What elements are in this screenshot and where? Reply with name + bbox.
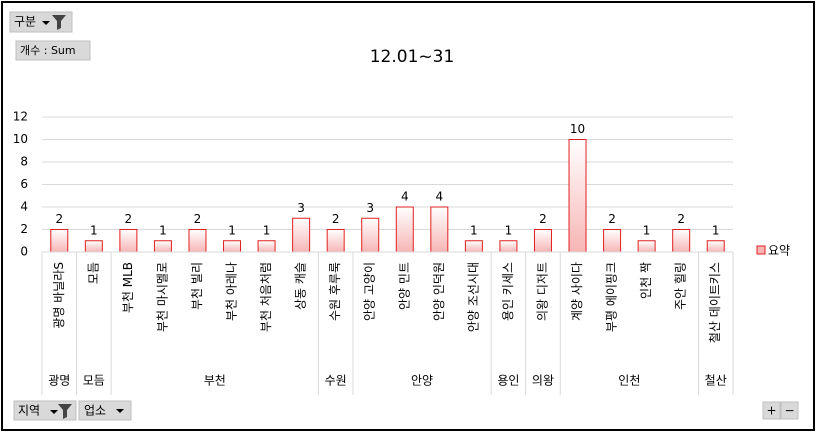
button-label: 업소 xyxy=(84,404,106,418)
x-tick-label: 안양 조선시대 xyxy=(466,262,480,332)
data-label: 1 xyxy=(505,223,513,237)
x-tick-label: 주안 힐링 xyxy=(674,262,688,310)
bar xyxy=(292,217,311,253)
data-label: 2 xyxy=(55,212,63,226)
x-tick-label: 철산 데이트키스 xyxy=(708,262,722,343)
x-tick-label: 부천 아레나 xyxy=(224,262,239,321)
y-tick-label: 12 xyxy=(13,110,28,124)
data-label: 2 xyxy=(332,212,340,226)
data-label: 1 xyxy=(90,223,98,237)
x-tick-label: 부천 처음처럼 xyxy=(258,262,273,332)
bar xyxy=(706,240,725,253)
y-tick-label: 8 xyxy=(20,155,28,169)
legend-swatch xyxy=(756,245,766,255)
x-tick-label: 안양 고양이 xyxy=(363,262,377,321)
bar xyxy=(119,229,138,253)
group-label: 인천 xyxy=(618,373,640,388)
bar xyxy=(672,229,691,253)
data-label: 1 xyxy=(470,223,478,237)
y-tick-label: 2 xyxy=(20,222,28,236)
bar xyxy=(533,229,552,253)
data-label: 2 xyxy=(194,212,202,226)
y-tick-label: 10 xyxy=(13,132,28,146)
button-label: 지역 xyxy=(18,404,40,418)
data-label: 4 xyxy=(436,190,444,204)
data-label: 3 xyxy=(366,201,374,215)
y-tick-label: 0 xyxy=(20,245,28,259)
x-tick-label: 안양 민트 xyxy=(397,262,411,310)
x-tick-label: 의왕 디저트 xyxy=(535,262,549,321)
bar xyxy=(568,139,587,253)
bar xyxy=(84,240,103,253)
bar xyxy=(464,240,483,253)
x-tick-label: 부천 빌리 xyxy=(189,262,204,310)
data-label: 4 xyxy=(401,190,409,204)
bar xyxy=(430,206,449,253)
button-label: 구분 xyxy=(14,15,36,29)
bar xyxy=(395,206,414,253)
x-tick-label: 모듬 xyxy=(86,262,100,284)
group-label: 광명 xyxy=(48,374,70,388)
data-label: 1 xyxy=(643,223,651,237)
group-label: 의왕 xyxy=(532,374,554,388)
zoom-label: − xyxy=(784,404,794,418)
chart-title: 12.01~31 xyxy=(370,47,455,67)
x-tick-label: 부천 마시멜로 xyxy=(154,262,169,332)
axis-field-button[interactable]: 지역 xyxy=(13,400,77,421)
data-label: 1 xyxy=(712,223,720,237)
x-tick-label: 상동 캐슬 xyxy=(294,262,308,310)
group-label: 모듬 xyxy=(83,374,105,388)
group-label: 안양 xyxy=(411,374,433,388)
bar xyxy=(603,229,622,253)
x-tick-label: 계양 사이다 xyxy=(570,262,584,321)
data-label: 1 xyxy=(159,223,167,237)
y-tick-label: 6 xyxy=(20,177,28,191)
data-label: 10 xyxy=(570,122,585,136)
data-label: 2 xyxy=(125,212,133,226)
bar xyxy=(188,229,207,253)
bar xyxy=(499,240,518,253)
zoom-in[interactable]: + xyxy=(762,401,781,420)
legend-label: 요약 xyxy=(768,243,790,258)
data-label: 2 xyxy=(539,212,547,226)
value-field-button[interactable]: 개수 : Sum xyxy=(15,40,91,61)
x-tick-label: 안양 인덕원 xyxy=(432,262,446,321)
data-label: 1 xyxy=(228,223,236,237)
y-tick-label: 4 xyxy=(20,200,28,214)
zoom-label: + xyxy=(766,404,776,418)
x-tick-label: 부천 MLB xyxy=(120,262,135,313)
bar xyxy=(223,240,242,253)
group-label: 철산 xyxy=(705,374,727,388)
bar xyxy=(50,229,69,253)
data-label: 3 xyxy=(297,201,305,215)
button-label: 개수 : Sum xyxy=(20,44,76,57)
bar xyxy=(257,240,276,253)
group-label: 부천 xyxy=(204,373,226,388)
bar xyxy=(361,217,380,253)
bar xyxy=(326,229,345,253)
x-tick-label: 용인 키세스 xyxy=(501,262,515,321)
x-tick-label: 인천 짝 xyxy=(638,262,653,299)
bar xyxy=(637,240,656,253)
bar xyxy=(153,240,172,253)
category-filter-button[interactable]: 구분 xyxy=(9,11,73,33)
x-tick-label: 부평 에이핑크 xyxy=(605,262,619,332)
data-label: 2 xyxy=(608,212,616,226)
zoom-out[interactable]: − xyxy=(780,401,799,420)
x-tick-label: 수원 후루룩 xyxy=(328,262,342,321)
data-label: 1 xyxy=(263,223,271,237)
x-tick-label: 광명 바닐라S xyxy=(52,262,66,329)
group-label: 수원 xyxy=(325,374,347,388)
group-label: 용인 xyxy=(497,374,519,388)
data-label: 2 xyxy=(677,212,685,226)
axis-field-button[interactable]: 업소 xyxy=(78,400,132,421)
